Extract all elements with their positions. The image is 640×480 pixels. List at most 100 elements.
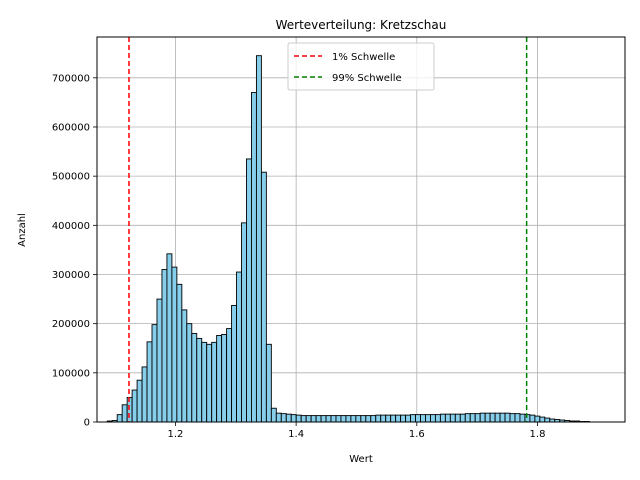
histogram-bar [221, 334, 228, 423]
histogram-bar [246, 158, 252, 423]
histogram-bar [206, 343, 213, 423]
histogram-bar [156, 298, 163, 423]
histogram-bar [430, 414, 436, 423]
y-tick-label: 0 [84, 418, 90, 429]
x-axis-label: Wert [349, 454, 373, 465]
histogram-bar [415, 414, 421, 423]
histogram-bar [534, 415, 541, 423]
axis-ticks: 1.2 1.4 1.6 1.8 0 100000 200000 300000 400000 500… [52, 73, 546, 440]
histogram-bar [454, 413, 461, 423]
histogram-bar [340, 415, 347, 423]
histogram-bar [395, 414, 402, 423]
histogram-bar [434, 414, 441, 423]
histogram-bar [400, 414, 407, 423]
chart-title: Werteverteilung: Kretzschau [276, 18, 447, 32]
histogram-bar [255, 55, 262, 423]
histogram-bar [365, 415, 372, 423]
histogram-bar [464, 413, 471, 423]
histogram-bar [236, 271, 242, 423]
histogram-bar [499, 412, 506, 423]
histogram-bar [489, 412, 496, 423]
histogram-bar [325, 415, 332, 423]
histogram-bar [474, 413, 481, 423]
histogram-bar [444, 413, 451, 423]
histogram-bar [295, 414, 302, 423]
histogram-bar [469, 413, 476, 423]
histogram-bar [196, 337, 203, 423]
histogram-bar [539, 416, 546, 423]
histogram-bar [494, 412, 501, 423]
histogram-bar [420, 414, 426, 423]
histogram-bar [300, 415, 307, 423]
histogram-bar [544, 417, 551, 423]
histogram-bar [131, 389, 138, 423]
histogram-bar [375, 414, 382, 423]
histogram-bar [116, 414, 123, 423]
x-tick-label: 1.4 [288, 429, 304, 440]
legend-box [287, 42, 435, 91]
histogram-bar [330, 415, 337, 423]
histogram-bar [216, 335, 223, 423]
histogram-bar [479, 412, 486, 423]
legend: 1% Schwelle 99% Schwelle [287, 42, 435, 91]
y-tick-label: 700000 [52, 73, 90, 84]
histogram-bar [305, 415, 312, 423]
histogram-bar [270, 407, 277, 423]
y-tick-label: 200000 [52, 319, 90, 330]
histogram-bar [166, 253, 173, 423]
y-tick-label: 300000 [52, 270, 90, 281]
histogram-bar [425, 414, 431, 423]
histogram-bar [509, 413, 516, 423]
histogram-bar [141, 366, 148, 423]
histogram-bar [121, 404, 128, 423]
histogram-bar [410, 414, 416, 423]
histogram-bar [280, 413, 287, 423]
y-tick-label: 600000 [52, 122, 90, 133]
histogram-bar [211, 341, 218, 423]
histogram-bar [335, 415, 342, 423]
histogram-bar [459, 413, 466, 423]
histogram-bar [136, 379, 143, 423]
y-tick-label: 100000 [52, 368, 90, 379]
histogram-bar [191, 333, 198, 423]
histogram-bar [345, 415, 352, 423]
histogram-bar [385, 414, 392, 423]
histogram-bar [519, 413, 526, 423]
y-axis-label: Anzahl [17, 213, 28, 247]
histogram-bar [285, 413, 292, 423]
histogram-bar [484, 412, 491, 423]
histogram-bar [176, 283, 183, 423]
histogram-bar [201, 341, 208, 423]
histogram-bar [504, 412, 511, 423]
histogram-bar [315, 415, 322, 423]
histogram-bar [181, 309, 188, 423]
histogram-bar [186, 323, 193, 423]
histogram-bar [405, 414, 412, 423]
histogram-bar [390, 414, 397, 423]
legend-label-99pct: 99% Schwelle [332, 73, 402, 84]
histogram-bar [231, 305, 237, 423]
histogram-bar [265, 343, 272, 423]
histogram-bar [360, 415, 367, 423]
histogram-bar [146, 341, 153, 423]
histogram-bar [310, 415, 317, 423]
histogram-bar [151, 324, 158, 423]
x-tick-label: 1.6 [409, 429, 425, 440]
y-tick-label: 400000 [52, 221, 90, 232]
legend-label-1pct: 1% Schwelle [332, 52, 395, 63]
histogram-bar [355, 415, 362, 423]
histogram-bar [260, 171, 267, 423]
histogram-bar [449, 413, 456, 423]
histogram-bar [171, 266, 178, 423]
histogram-bar [320, 415, 327, 423]
histogram-bar [226, 328, 233, 423]
histogram-bar [529, 414, 536, 423]
histogram-bar [439, 413, 446, 423]
histogram-bar [350, 415, 357, 423]
x-tick-label: 1.8 [530, 429, 546, 440]
histogram-bar [161, 269, 168, 423]
x-tick-label: 1.2 [167, 429, 183, 440]
histogram-bar [514, 413, 521, 423]
histogram-bar [524, 414, 531, 423]
